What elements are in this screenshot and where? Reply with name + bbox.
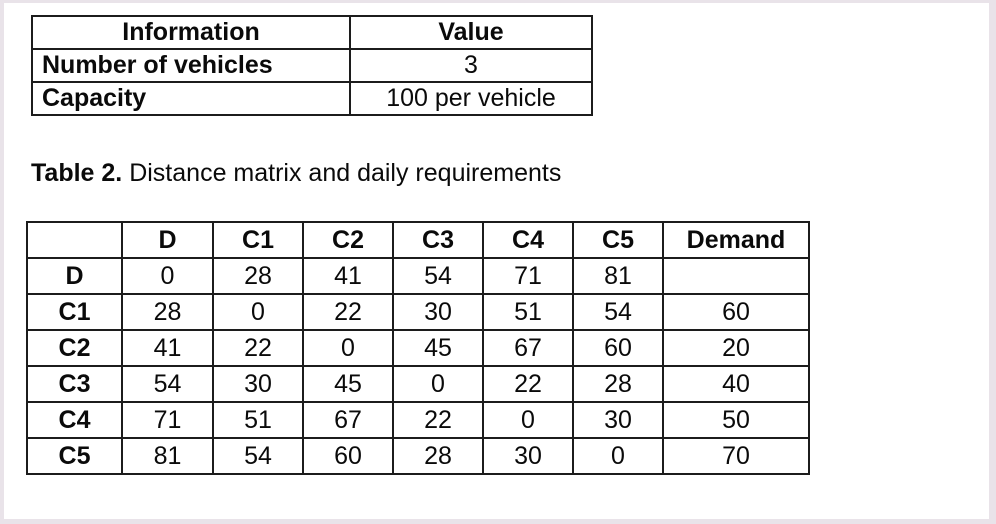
distance-cell: 71 bbox=[121, 401, 214, 439]
table-row: Capacity 100 per vehicle bbox=[31, 81, 593, 116]
row-header: C3 bbox=[26, 365, 123, 403]
distance-matrix-table: D C1 C2 C3 C4 C5 Demand D 0 28 41 54 71 … bbox=[26, 221, 810, 475]
distance-cell: 41 bbox=[302, 257, 394, 295]
table-row: Number of vehicles 3 bbox=[31, 48, 593, 83]
table-row: C1 28 0 22 30 51 54 60 bbox=[26, 293, 810, 331]
distance-cell: 30 bbox=[482, 437, 574, 475]
distance-cell: 28 bbox=[121, 293, 214, 331]
distance-cell: 22 bbox=[482, 365, 574, 403]
row-header: C5 bbox=[26, 437, 123, 475]
distance-cell: 0 bbox=[392, 365, 484, 403]
table-header-row: D C1 C2 C3 C4 C5 Demand bbox=[26, 221, 810, 259]
distance-cell: 45 bbox=[392, 329, 484, 367]
distance-cell: 71 bbox=[482, 257, 574, 295]
distance-cell: 60 bbox=[302, 437, 394, 475]
table-row: D 0 28 41 54 71 81 bbox=[26, 257, 810, 295]
distance-cell: 30 bbox=[392, 293, 484, 331]
info-value: 3 bbox=[349, 48, 593, 83]
row-header: C2 bbox=[26, 329, 123, 367]
table-header-row: Information Value bbox=[31, 15, 593, 50]
demand-cell bbox=[662, 257, 810, 295]
demand-cell: 40 bbox=[662, 365, 810, 403]
row-header: D bbox=[26, 257, 123, 295]
demand-cell: 50 bbox=[662, 401, 810, 439]
column-header-c3: C3 bbox=[392, 221, 484, 259]
column-header-d: D bbox=[121, 221, 214, 259]
info-label: Number of vehicles bbox=[31, 48, 351, 83]
distance-cell: 60 bbox=[572, 329, 664, 367]
info-table: Information Value Number of vehicles 3 C… bbox=[31, 15, 593, 116]
info-value: 100 per vehicle bbox=[349, 81, 593, 116]
column-header-demand: Demand bbox=[662, 221, 810, 259]
row-header: C1 bbox=[26, 293, 123, 331]
column-header-value: Value bbox=[349, 15, 593, 50]
caption-text: Distance matrix and daily requirements bbox=[129, 159, 562, 187]
demand-cell: 70 bbox=[662, 437, 810, 475]
distance-cell: 30 bbox=[212, 365, 304, 403]
table-row: C4 71 51 67 22 0 30 50 bbox=[26, 401, 810, 439]
distance-cell: 0 bbox=[212, 293, 304, 331]
distance-cell: 28 bbox=[392, 437, 484, 475]
table-row: C3 54 30 45 0 22 28 40 bbox=[26, 365, 810, 403]
info-label: Capacity bbox=[31, 81, 351, 116]
column-header-c2: C2 bbox=[302, 221, 394, 259]
column-header-c1: C1 bbox=[212, 221, 304, 259]
distance-cell: 22 bbox=[392, 401, 484, 439]
table-caption: Table 2. Distance matrix and daily requi… bbox=[31, 158, 561, 188]
distance-cell: 54 bbox=[212, 437, 304, 475]
distance-cell: 0 bbox=[572, 437, 664, 475]
column-header-empty bbox=[26, 221, 123, 259]
distance-cell: 45 bbox=[302, 365, 394, 403]
caption-label: Table 2. bbox=[31, 159, 123, 187]
column-header-c5: C5 bbox=[572, 221, 664, 259]
distance-cell: 81 bbox=[121, 437, 214, 475]
demand-cell: 60 bbox=[662, 293, 810, 331]
distance-cell: 54 bbox=[121, 365, 214, 403]
distance-cell: 0 bbox=[302, 329, 394, 367]
table-row: C2 41 22 0 45 67 60 20 bbox=[26, 329, 810, 367]
distance-cell: 22 bbox=[302, 293, 394, 331]
distance-cell: 28 bbox=[212, 257, 304, 295]
distance-cell: 81 bbox=[572, 257, 664, 295]
distance-cell: 67 bbox=[482, 329, 574, 367]
distance-cell: 54 bbox=[572, 293, 664, 331]
row-header: C4 bbox=[26, 401, 123, 439]
distance-cell: 0 bbox=[121, 257, 214, 295]
demand-cell: 20 bbox=[662, 329, 810, 367]
distance-cell: 51 bbox=[482, 293, 574, 331]
column-header-information: Information bbox=[31, 15, 351, 50]
column-header-c4: C4 bbox=[482, 221, 574, 259]
distance-cell: 51 bbox=[212, 401, 304, 439]
distance-cell: 28 bbox=[572, 365, 664, 403]
table-row: C5 81 54 60 28 30 0 70 bbox=[26, 437, 810, 475]
distance-cell: 22 bbox=[212, 329, 304, 367]
distance-cell: 30 bbox=[572, 401, 664, 439]
distance-cell: 41 bbox=[121, 329, 214, 367]
distance-cell: 54 bbox=[392, 257, 484, 295]
distance-cell: 0 bbox=[482, 401, 574, 439]
distance-cell: 67 bbox=[302, 401, 394, 439]
